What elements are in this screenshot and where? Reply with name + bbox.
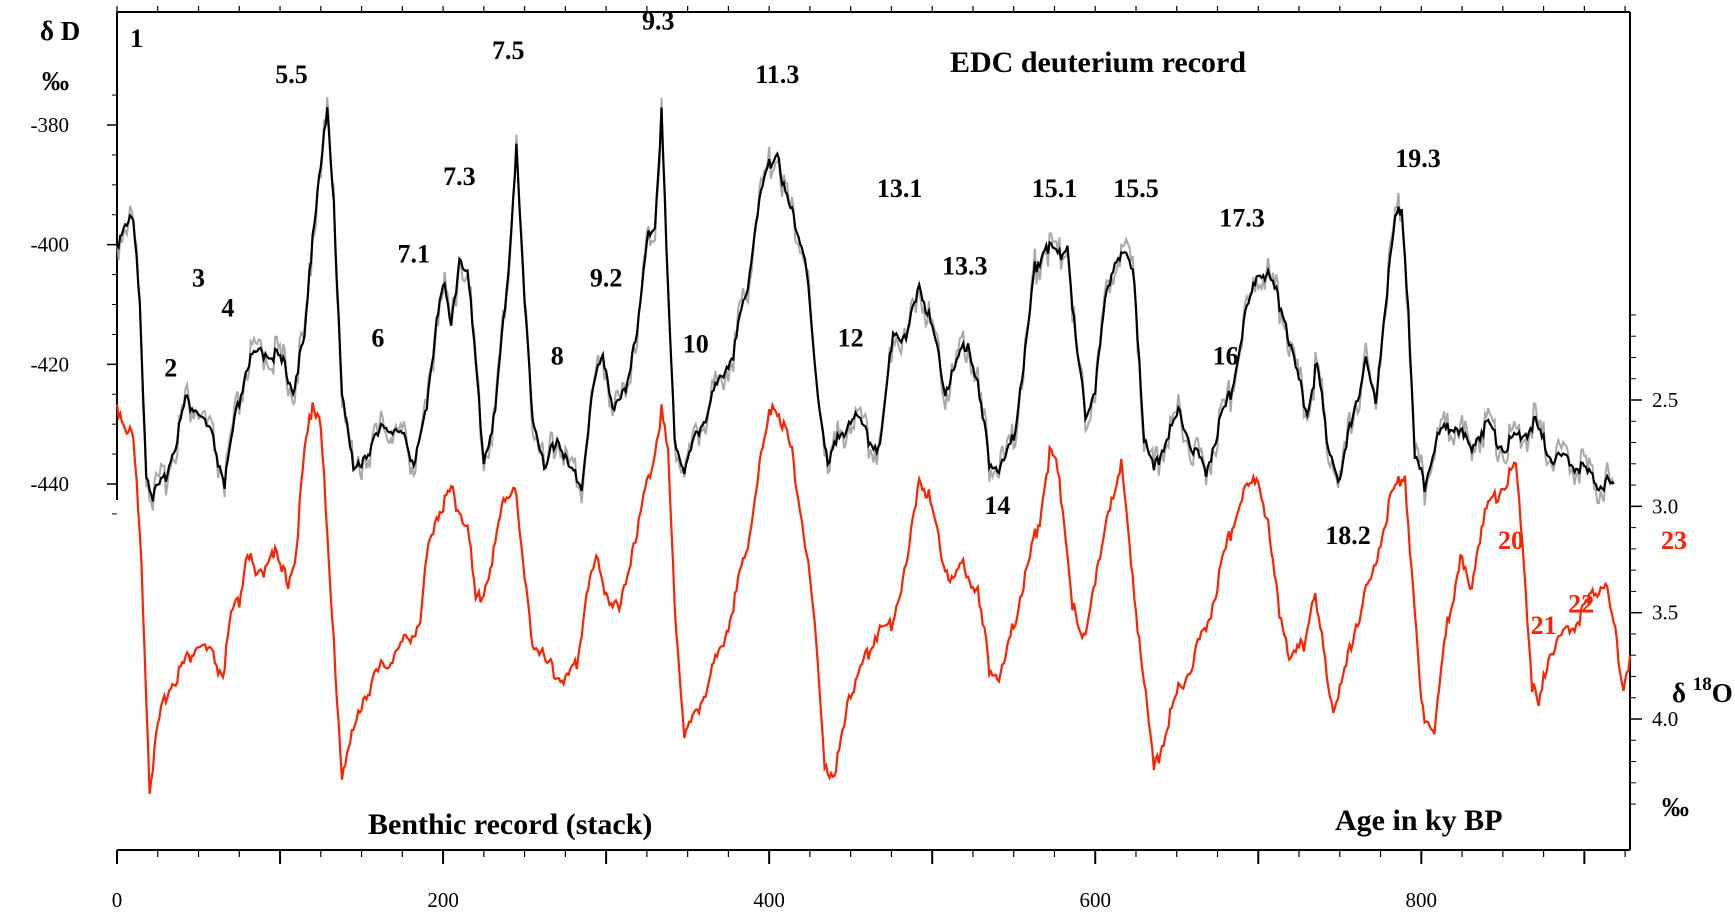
stage-label: 17.3 xyxy=(1219,204,1265,233)
x-tick-label: 600 xyxy=(1079,888,1111,912)
x-tick-label: 800 xyxy=(1406,888,1438,912)
stage-label: 13.3 xyxy=(942,252,988,281)
stage-label: 15.5 xyxy=(1113,174,1159,203)
left-tick-label: -380 xyxy=(31,113,70,137)
chart-title: EDC deuterium record xyxy=(950,46,1246,79)
benthic-series-line xyxy=(115,401,1632,795)
deuterium-variability-band xyxy=(116,96,1615,511)
deuterium-band-path xyxy=(116,96,1615,511)
stage-label: 14 xyxy=(984,491,1010,520)
stage-label-red: 21 xyxy=(1531,611,1557,640)
right-tick-label: 3.0 xyxy=(1652,494,1678,518)
stage-label: 18.2 xyxy=(1325,521,1371,550)
stage-label: 3 xyxy=(192,264,205,293)
stage-label: 4 xyxy=(221,293,234,322)
left-tick-label: -420 xyxy=(31,352,70,376)
deuterium-series-line xyxy=(116,107,1615,502)
stage-label: 7.1 xyxy=(397,240,430,269)
left-tick-label: -400 xyxy=(31,233,70,257)
stage-label: 9.3 xyxy=(642,6,675,35)
right-axis-label: δ 18O xyxy=(1672,674,1733,708)
stage-label: 5.5 xyxy=(275,60,308,89)
stage-label: 16 xyxy=(1213,341,1239,370)
x-tick-label: 200 xyxy=(427,888,459,912)
stage-label: 7.5 xyxy=(492,36,525,65)
right-tick-label: 2.5 xyxy=(1652,388,1678,412)
right-axis-unit: ‰ xyxy=(1662,792,1689,822)
stage-label-red: 20 xyxy=(1498,526,1524,555)
stage-label: 7.3 xyxy=(443,162,476,191)
stage-label: 19.3 xyxy=(1395,144,1441,173)
left-axis-unit: ‰ xyxy=(42,66,69,96)
stage-label: 12 xyxy=(838,323,864,352)
stage-labels: 12345.567.17.37.589.29.31011.31213.113.3… xyxy=(130,6,1687,640)
stage-label: 13.1 xyxy=(877,174,923,203)
right-tick-label: 3.5 xyxy=(1652,601,1678,625)
x-axis-label: Age in ky BP xyxy=(1335,804,1503,837)
x-tick-label: 400 xyxy=(753,888,785,912)
stage-label: 2 xyxy=(164,353,177,382)
series-lines xyxy=(115,107,1632,795)
stage-label: 10 xyxy=(683,329,709,358)
stage-label: 11.3 xyxy=(755,60,799,89)
left-tick-label: -440 xyxy=(31,472,70,496)
plot-frame xyxy=(116,11,1631,851)
benthic-record-label: Benthic record (stack) xyxy=(368,808,652,841)
axis-ticks: 0 200 400 600 800 -380 -400 -420 -440 2.5 3.0 3.5 4.… xyxy=(31,6,1678,912)
stage-label-red: 22 xyxy=(1568,590,1594,619)
stage-label: 9.2 xyxy=(590,264,623,293)
right-axis-label-suffix: O xyxy=(1712,678,1733,708)
stage-label: 1 xyxy=(130,24,143,53)
stage-label-red: 23 xyxy=(1661,526,1687,555)
right-axis-label-prefix: δ xyxy=(1672,678,1693,708)
right-axis-label-sup: 18 xyxy=(1693,674,1712,695)
right-tick-label: 4.0 xyxy=(1652,707,1678,731)
left-axis-label: δ D xyxy=(40,16,80,46)
stage-label: 6 xyxy=(371,323,384,352)
stage-label: 15.1 xyxy=(1032,174,1078,203)
x-tick-label: 0 xyxy=(112,888,123,912)
stage-label: 8 xyxy=(551,341,564,370)
